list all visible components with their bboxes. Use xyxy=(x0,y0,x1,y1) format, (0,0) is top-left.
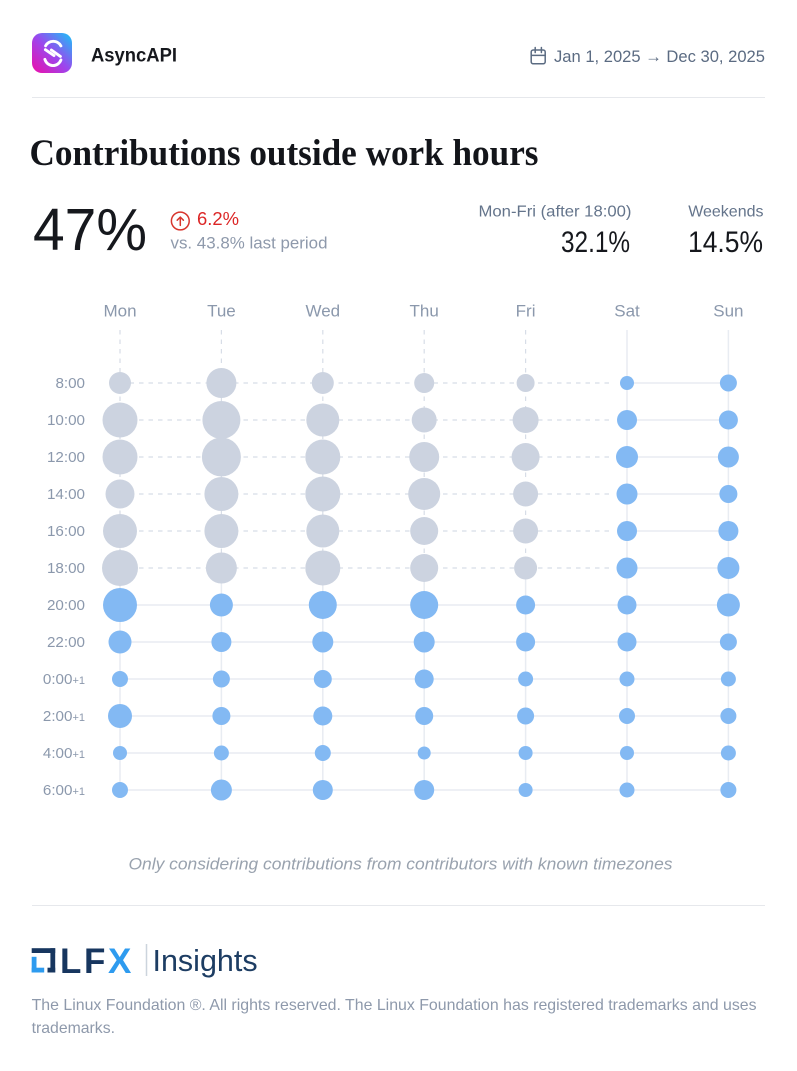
svg-text:12:00: 12:00 xyxy=(47,449,85,466)
svg-text:18:00: 18:00 xyxy=(47,560,85,577)
svg-text:AsyncAPI: AsyncAPI xyxy=(91,46,177,67)
svg-text:Mon: Mon xyxy=(103,302,136,321)
svg-text:32.1%: 32.1% xyxy=(561,226,630,259)
svg-text:14:00: 14:00 xyxy=(47,486,85,503)
svg-text:10:00: 10:00 xyxy=(47,412,85,429)
svg-text:Sun: Sun xyxy=(713,302,743,321)
svg-text:0:00+1: 0:00+1 xyxy=(43,671,85,688)
svg-text:Fri: Fri xyxy=(516,302,536,321)
svg-text:16:00: 16:00 xyxy=(47,523,85,540)
svg-text:Insights: Insights xyxy=(153,944,258,978)
svg-text:6:00+1: 6:00+1 xyxy=(43,782,85,799)
svg-text:8:00: 8:00 xyxy=(55,375,85,392)
svg-text:Only considering contributions: Only considering contributions from cont… xyxy=(129,856,673,874)
svg-text:vs. 43.8% last period: vs. 43.8% last period xyxy=(171,235,328,253)
svg-text:6.2%: 6.2% xyxy=(197,209,239,229)
svg-text:trademarks.: trademarks. xyxy=(32,1020,115,1037)
svg-text:Wed: Wed xyxy=(305,302,340,321)
svg-text:Mon-Fri (after 18:00): Mon-Fri (after 18:00) xyxy=(479,203,632,220)
svg-text:The Linux Foundation ®. All ri: The Linux Foundation ®. All rights reser… xyxy=(32,997,757,1014)
svg-text:Thu: Thu xyxy=(410,302,439,321)
svg-text:Sat: Sat xyxy=(614,302,640,321)
svg-text:LFX: LFX xyxy=(60,942,134,981)
svg-text:Tue: Tue xyxy=(207,302,236,321)
svg-text:Jan 1, 2025 → Dec 30, 2025: Jan 1, 2025 → Dec 30, 2025 xyxy=(554,47,765,66)
svg-text:22:00: 22:00 xyxy=(47,634,85,651)
svg-text:Contributions outside work hou: Contributions outside work hours xyxy=(30,133,539,174)
svg-text:20:00: 20:00 xyxy=(47,597,85,614)
svg-text:2:00+1: 2:00+1 xyxy=(43,708,85,725)
svg-text:4:00+1: 4:00+1 xyxy=(43,745,85,762)
svg-text:Weekends: Weekends xyxy=(688,203,763,220)
svg-text:14.5%: 14.5% xyxy=(688,226,763,259)
svg-text:47%: 47% xyxy=(33,197,147,263)
